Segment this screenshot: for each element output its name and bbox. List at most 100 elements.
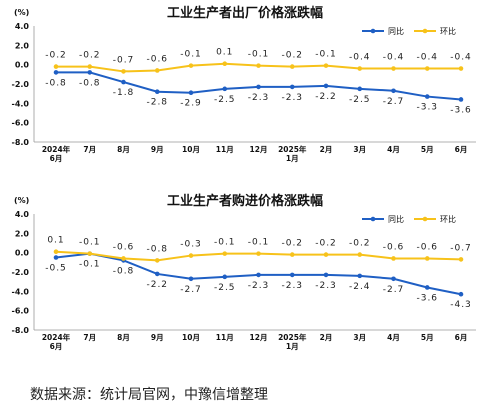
y-tick-label: -4.0 xyxy=(12,287,30,296)
data-point xyxy=(121,256,126,261)
x-tick-label: 2025年 1月 xyxy=(278,144,307,163)
x-tick-label: 9月 xyxy=(151,333,164,342)
data-point xyxy=(222,251,228,256)
data-point xyxy=(424,256,430,261)
data-point xyxy=(87,251,93,256)
y-tick-label: -2.0 xyxy=(12,268,30,277)
y-tick-label: -4.0 xyxy=(12,99,30,108)
data-point xyxy=(323,252,329,257)
data-label-yoy: -3.6 xyxy=(450,105,472,115)
x-tick-label: 11月 xyxy=(216,145,234,154)
data-point xyxy=(53,70,59,75)
x-tick-label: 2024年 6月 xyxy=(42,144,71,163)
data-label-mom: -0.1 xyxy=(214,238,236,248)
data-label-yoy: -2.3 xyxy=(248,281,270,291)
legend-marker-mom xyxy=(422,216,428,222)
data-label-yoy: -2.9 xyxy=(180,99,202,109)
x-tick-label: 5月 xyxy=(421,333,434,342)
data-label-mom: -0.2 xyxy=(315,239,337,249)
data-label-mom: -0.7 xyxy=(113,55,135,65)
legend-marker-yoy xyxy=(370,28,376,34)
y-tick-label: -8.0 xyxy=(12,326,30,335)
data-label-mom: -0.2 xyxy=(349,239,371,249)
data-point xyxy=(87,70,93,75)
legend-label-mom: 环比 xyxy=(440,26,456,36)
data-point xyxy=(357,273,363,279)
data-point xyxy=(289,252,295,257)
data-point xyxy=(256,63,261,68)
data-label-mom: -0.2 xyxy=(45,51,67,61)
data-label-mom: -0.6 xyxy=(146,54,168,64)
data-point xyxy=(188,253,194,258)
data-point xyxy=(323,83,329,89)
source-note: 数据来源：统计局官网，中豫信增整理 xyxy=(30,387,268,403)
data-label-mom: -0.6 xyxy=(383,242,405,252)
data-label-yoy: -2.5 xyxy=(349,95,371,105)
data-label-yoy: -0.8 xyxy=(79,78,101,88)
data-label-mom: 0.1 xyxy=(216,48,233,58)
data-label-mom: -0.4 xyxy=(383,53,405,63)
data-label-mom: -0.1 xyxy=(180,50,202,60)
data-point xyxy=(357,252,363,257)
data-label-mom: -0.4 xyxy=(450,53,472,63)
data-label-mom: -0.1 xyxy=(79,238,101,248)
data-label-yoy: -2.4 xyxy=(349,282,371,292)
data-label-mom: -0.7 xyxy=(450,243,472,253)
data-point xyxy=(53,64,59,69)
data-label-mom: -0.3 xyxy=(180,240,202,250)
y-unit-label: (%) xyxy=(14,196,29,205)
data-point xyxy=(391,256,396,261)
data-label-yoy: -2.2 xyxy=(146,280,168,290)
x-tick-label: 5月 xyxy=(421,145,434,154)
x-tick-label: 10月 xyxy=(182,333,200,342)
data-label-yoy: -2.7 xyxy=(383,285,405,295)
data-label-yoy: -3.3 xyxy=(416,103,438,113)
legend-marker-mom xyxy=(422,28,428,34)
data-point xyxy=(256,272,261,278)
x-tick-label: 9月 xyxy=(151,145,164,154)
data-point xyxy=(458,291,464,297)
data-point xyxy=(188,276,194,282)
x-tick-label: 6月 xyxy=(455,145,468,154)
x-tick-label: 7月 xyxy=(83,145,96,154)
y-tick-label: 2.0 xyxy=(15,41,30,50)
x-tick-label: 4月 xyxy=(387,333,400,342)
data-label-yoy: -2.7 xyxy=(180,285,202,295)
x-tick-label: 2月 xyxy=(320,333,333,342)
x-tick-label: 8月 xyxy=(117,145,130,154)
data-point xyxy=(289,272,295,278)
data-label-mom: -0.1 xyxy=(248,238,270,248)
data-point xyxy=(391,66,396,71)
x-tick-label: 7月 xyxy=(83,333,96,342)
data-point xyxy=(458,97,464,102)
data-point xyxy=(323,272,329,278)
data-label-yoy: -2.3 xyxy=(281,93,303,103)
data-point xyxy=(121,79,126,85)
data-point xyxy=(53,249,59,254)
data-point xyxy=(289,84,295,90)
x-tick-label: 8月 xyxy=(117,333,130,342)
data-label-yoy: -2.3 xyxy=(281,281,303,291)
data-label-yoy: -0.8 xyxy=(113,266,135,276)
chart-title: 工业生产者出厂价格涨跌幅 xyxy=(167,5,323,21)
data-point xyxy=(188,63,194,68)
x-tick-label: 4月 xyxy=(387,145,400,154)
data-label-yoy: -0.5 xyxy=(45,264,67,274)
data-point xyxy=(256,84,261,90)
y-tick-label: 2.0 xyxy=(15,229,30,238)
data-point xyxy=(222,274,228,280)
data-label-yoy: -2.7 xyxy=(383,97,405,107)
legend-label-yoy: 同比 xyxy=(388,26,404,36)
data-point xyxy=(256,251,261,256)
x-tick-label: 10月 xyxy=(182,145,200,154)
data-point xyxy=(154,89,160,95)
data-label-mom: -0.4 xyxy=(416,53,438,63)
y-tick-label: 0.0 xyxy=(15,61,30,70)
x-tick-label: 12月 xyxy=(250,333,268,342)
data-point xyxy=(323,63,329,68)
x-tick-label: 11月 xyxy=(216,333,234,342)
data-label-mom: -0.6 xyxy=(113,242,135,252)
y-tick-label: 4.0 xyxy=(15,210,30,219)
data-label-yoy: -2.3 xyxy=(248,93,270,103)
data-point xyxy=(424,94,430,99)
